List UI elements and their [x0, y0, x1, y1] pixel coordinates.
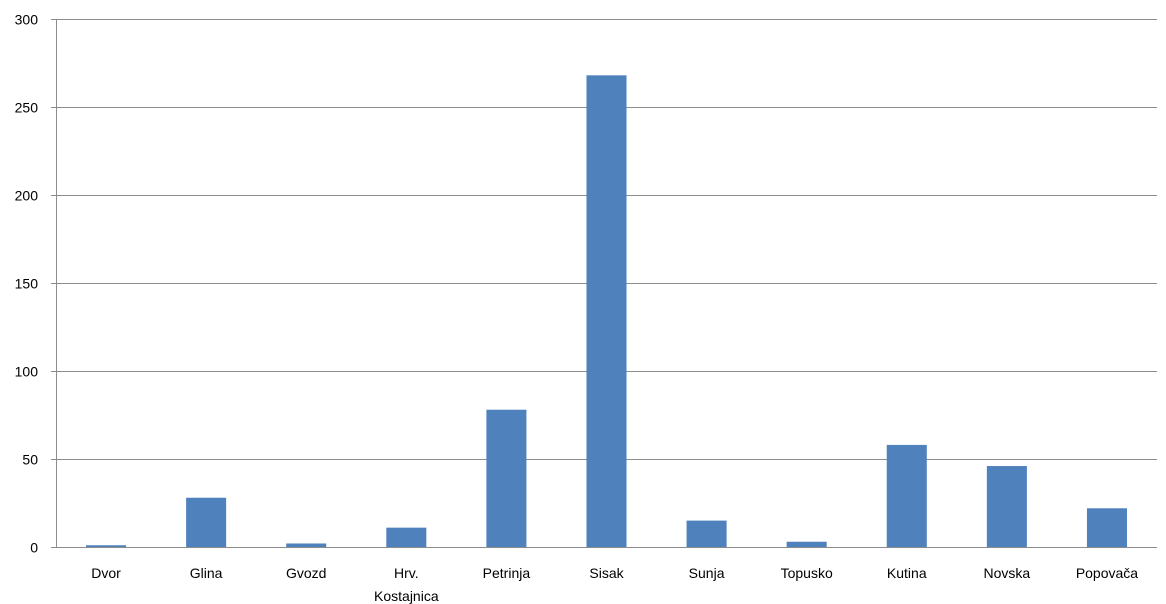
x-tick-label: Dvor [91, 565, 121, 581]
y-tick-label: 300 [15, 12, 39, 28]
bar-3 [386, 528, 426, 547]
y-tick-labels: 0 50 100 150 200 250 300 [15, 12, 39, 556]
x-tick-label: Petrinja [483, 565, 531, 581]
y-tick-label: 100 [15, 364, 39, 380]
x-tick-label: Kutina [887, 565, 927, 581]
bar-9 [987, 466, 1027, 547]
x-tick-label: Popovača [1076, 565, 1138, 581]
bar-2 [286, 543, 326, 547]
bar-10 [1087, 508, 1127, 547]
y-tick-label: 0 [30, 540, 38, 556]
x-tick-label: Novska [984, 565, 1031, 581]
bar-0 [86, 545, 126, 547]
bar-7 [787, 542, 827, 547]
bars [86, 75, 1127, 547]
x-tick-labels: Dvor Glina Gvozd Hrv. Kostajnica Petrinja Sisa… [91, 565, 1138, 604]
y-tick-label: 150 [15, 276, 39, 292]
x-tick-label: Glina [190, 565, 223, 581]
x-tick-label: Topusko [781, 565, 833, 581]
y-tick-label: 250 [15, 100, 39, 116]
bar-8 [887, 445, 927, 547]
y-tick-label: 200 [15, 188, 39, 204]
bar-6 [687, 521, 727, 547]
bar-5 [586, 75, 626, 547]
bar-4 [486, 410, 526, 547]
x-tick-label: Hrv. Kostajnica [374, 565, 439, 604]
y-tick-label: 50 [22, 452, 38, 468]
x-tick-label: Sisak [589, 565, 624, 581]
x-tick-label: Gvozd [286, 565, 326, 581]
x-tick-label: Sunja [689, 565, 725, 581]
bar-1 [186, 498, 226, 547]
